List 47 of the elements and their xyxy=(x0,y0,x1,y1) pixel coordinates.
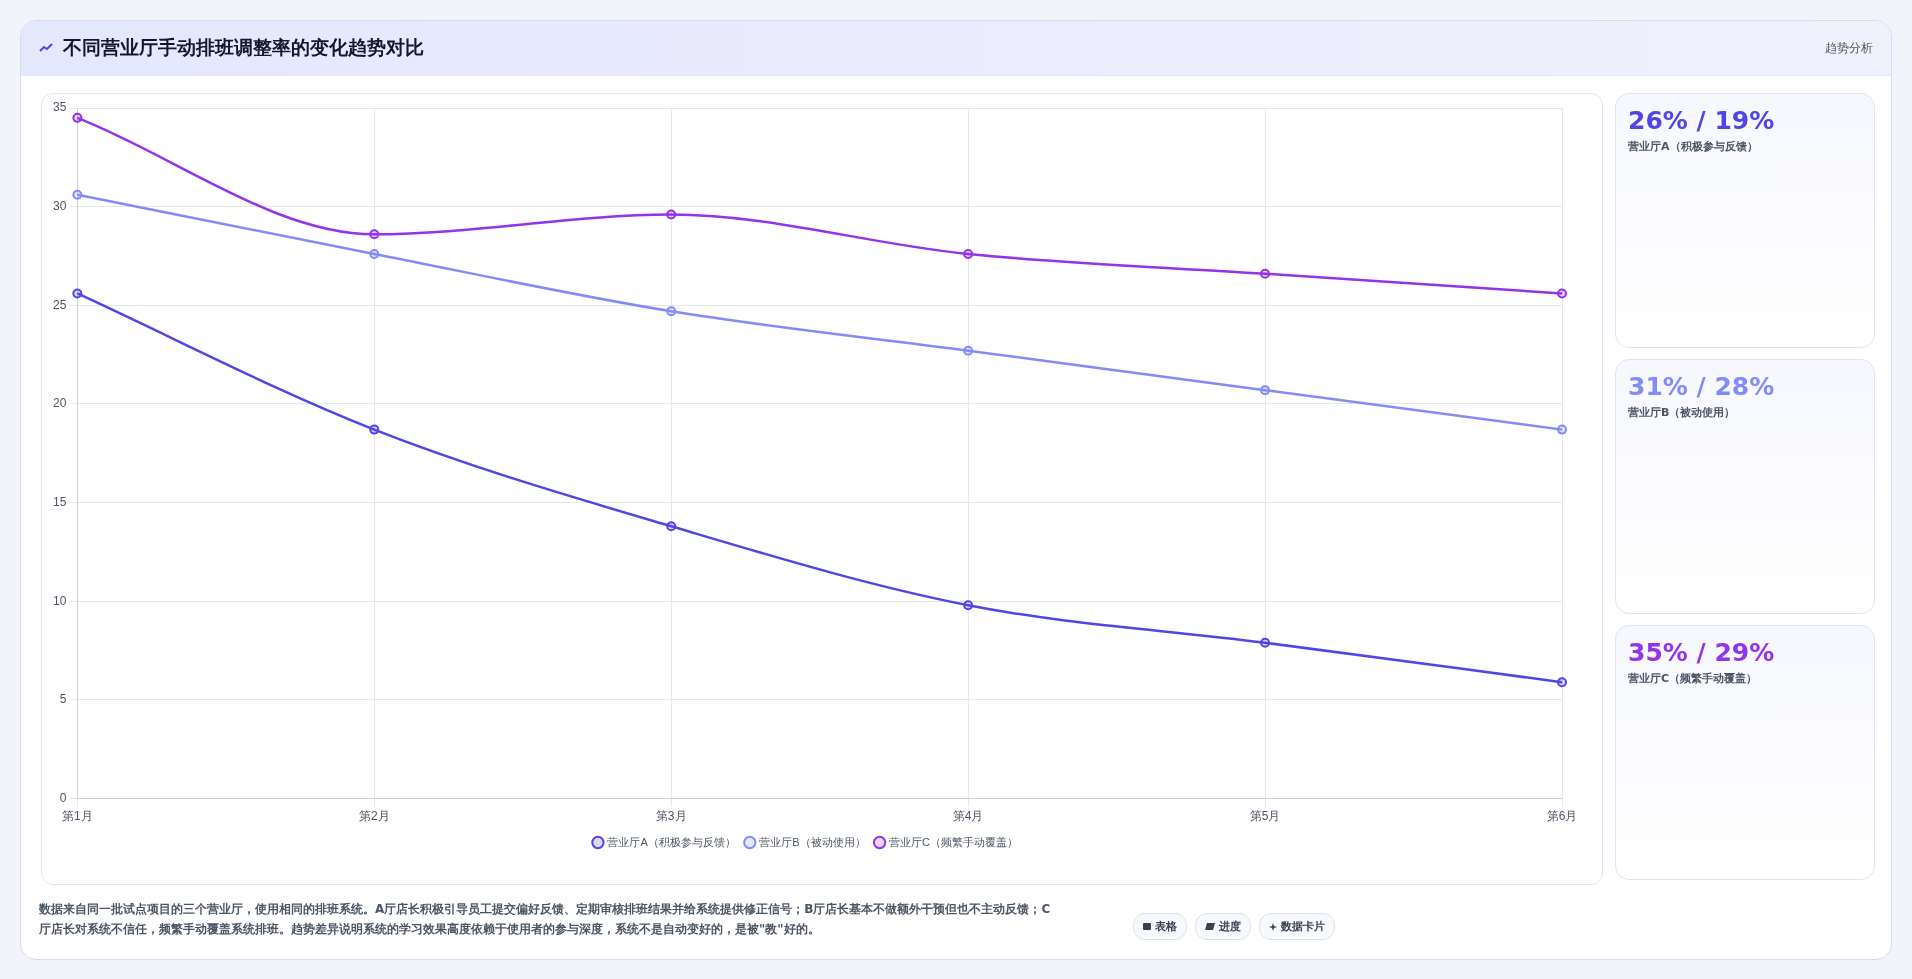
text: 营业厅B（被动使用） xyxy=(1628,405,1737,420)
text: 进度 xyxy=(1219,919,1241,934)
x-tick-label: 第3月 xyxy=(655,809,687,824)
legend-label: 营业厅C（频繁手动覆盖） xyxy=(889,835,1019,848)
point xyxy=(963,600,974,611)
text: 趋势分析 xyxy=(1825,39,1873,57)
legend-label: 营业厅A（积极参与反馈） xyxy=(607,835,736,848)
point xyxy=(963,249,974,260)
x-tick-label: 第5月 xyxy=(1249,809,1281,824)
point xyxy=(1260,385,1271,396)
x-tick-label: 第4月 xyxy=(952,809,984,824)
text: 营业厅C（频繁手动覆盖） xyxy=(1628,671,1759,686)
text: 营业厅A（积极参与反馈） xyxy=(1628,139,1759,154)
y-tick-label: 0 xyxy=(59,790,67,805)
text: 26% / 19% xyxy=(1628,106,1776,135)
point xyxy=(369,424,380,435)
point xyxy=(72,189,83,200)
chart-title: 不同营业厅手动排班调整率的变化趋势对比 xyxy=(63,35,424,60)
point xyxy=(1260,637,1271,648)
legend-label: 营业厅B（被动使用） xyxy=(759,835,866,848)
y-tick-label: 10 xyxy=(52,593,67,608)
text: 31% / 28% xyxy=(1628,372,1776,401)
point xyxy=(963,345,974,356)
point xyxy=(1557,424,1567,435)
text: 35% / 29% xyxy=(1628,638,1776,667)
text: 数据卡片 xyxy=(1281,919,1325,934)
point xyxy=(666,209,677,220)
y-tick-label: 35 xyxy=(52,100,67,115)
point xyxy=(1557,288,1567,299)
point xyxy=(72,112,83,123)
y-tick-label: 30 xyxy=(52,198,67,213)
text: 表格 xyxy=(1155,919,1177,934)
x-tick-label: 第2月 xyxy=(358,809,390,824)
point xyxy=(666,306,677,317)
y-tick-label: 5 xyxy=(59,692,67,707)
y-tick-label: 15 xyxy=(52,494,67,509)
point xyxy=(72,288,83,299)
point xyxy=(369,249,380,260)
point xyxy=(1260,268,1271,279)
point xyxy=(666,521,677,532)
x-tick-label: 第6月 xyxy=(1546,809,1578,824)
y-tick-label: 20 xyxy=(52,396,67,411)
text: 数据来自同一批试点项目的三个营业厅，使用相同的排班系统。A厅店长积极引导员工提交偏好反馈、定期审核排班结果并给系统提供修正信号；B厅店长基本不做额外干预但也不主动反馈；C厅店长对系统不信任，频繁手动覆盖系统排班。趋势差异说明系统的学习效果高度依赖于使用者的参与深度，系统不是自动变好的，是被"教"好的。 xyxy=(39,901,1052,938)
point xyxy=(369,229,380,240)
point xyxy=(1557,677,1567,688)
x-tick-label: 第1月 xyxy=(62,809,93,824)
y-tick-label: 25 xyxy=(52,297,67,312)
